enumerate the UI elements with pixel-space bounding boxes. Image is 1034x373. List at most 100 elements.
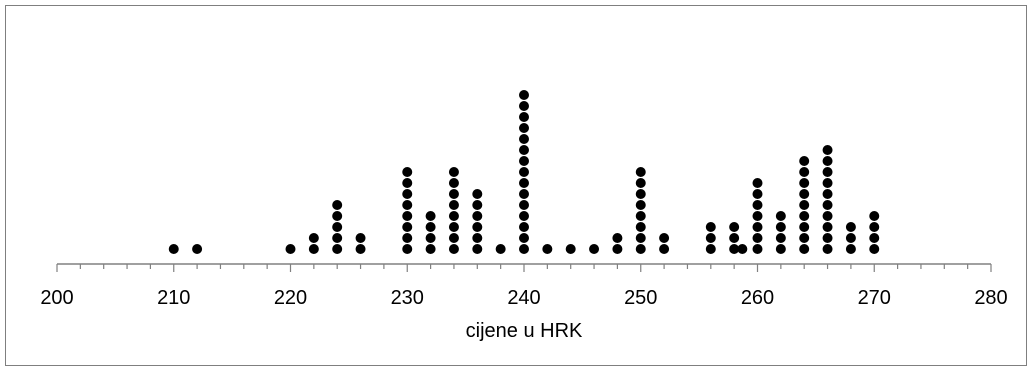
data-dot: [752, 178, 763, 188]
data-dot: [448, 222, 459, 232]
data-dot: [308, 244, 319, 254]
data-dot: [799, 200, 810, 210]
data-dot: [612, 244, 623, 254]
data-dot: [519, 189, 529, 199]
data-dot: [635, 244, 646, 254]
data-dot: [565, 244, 576, 254]
data-dot: [799, 222, 810, 232]
data-dot: [612, 233, 623, 243]
data-dot: [775, 233, 786, 243]
data-dot: [448, 189, 459, 199]
data-dot: [635, 211, 646, 221]
data-dot: [519, 145, 529, 155]
data-dot: [845, 244, 856, 254]
data-dot: [775, 222, 786, 232]
data-dot: [635, 178, 646, 188]
data-dot: [402, 200, 413, 210]
data-dot: [355, 244, 366, 254]
x-tick-label: 280: [974, 287, 1007, 309]
data-dot: [635, 233, 646, 243]
data-dot: [402, 211, 413, 221]
data-dot: [402, 244, 413, 254]
data-dot: [659, 244, 670, 254]
data-dot: [519, 222, 529, 232]
data-dot: [822, 200, 833, 210]
data-dot: [729, 244, 740, 254]
data-dot: [519, 90, 529, 100]
data-dot: [845, 233, 856, 243]
data-dot: [425, 233, 436, 243]
data-dot: [285, 244, 296, 254]
data-dot: [822, 156, 833, 166]
data-dot: [495, 244, 506, 254]
data-dot: [635, 200, 646, 210]
data-dot: [822, 244, 833, 254]
data-dot: [799, 178, 810, 188]
data-dot: [775, 244, 786, 254]
data-dot: [332, 222, 343, 232]
data-dot: [402, 178, 413, 188]
data-dot: [519, 178, 529, 188]
data-dot: [799, 167, 810, 177]
data-dot: [519, 101, 529, 111]
data-dot: [845, 222, 856, 232]
data-dot: [705, 244, 716, 254]
data-dot: [519, 211, 529, 221]
data-dot: [519, 123, 529, 133]
data-dot: [869, 244, 880, 254]
data-dot: [332, 233, 343, 243]
data-dot: [448, 244, 459, 254]
data-dot: [752, 211, 763, 221]
data-dot: [472, 233, 483, 243]
data-dot: [822, 145, 833, 155]
data-dots: [168, 90, 880, 254]
data-dot: [635, 167, 646, 177]
data-dot: [472, 200, 483, 210]
data-dot: [472, 189, 483, 199]
data-dot: [519, 233, 529, 243]
data-dot: [355, 233, 366, 243]
data-dot: [519, 112, 529, 122]
data-dot: [822, 189, 833, 199]
data-dot: [192, 244, 203, 254]
data-dot: [448, 167, 459, 177]
data-dot: [737, 244, 748, 254]
x-tick-labels: 200 210 220 230 240 250 260 270 280: [40, 287, 1007, 309]
data-dot: [799, 233, 810, 243]
data-dot: [799, 211, 810, 221]
data-dot: [519, 156, 529, 166]
data-dot: [425, 211, 436, 221]
x-tick-label: 270: [858, 287, 891, 309]
data-dot: [472, 211, 483, 221]
data-dot: [519, 244, 529, 254]
x-tick-label: 200: [40, 287, 73, 309]
data-dot: [519, 167, 529, 177]
data-dot: [472, 222, 483, 232]
data-dot: [519, 200, 529, 210]
x-tick-label: 210: [157, 287, 190, 309]
x-tick-label: 240: [507, 287, 540, 309]
data-dot: [448, 200, 459, 210]
data-dot: [869, 211, 880, 221]
data-dot: [869, 222, 880, 232]
data-dot: [822, 167, 833, 177]
data-dot: [635, 189, 646, 199]
data-dot: [332, 200, 343, 210]
data-dot: [332, 211, 343, 221]
data-dot: [448, 178, 459, 188]
data-dot: [729, 222, 740, 232]
data-dot: [799, 156, 810, 166]
data-dot: [448, 233, 459, 243]
data-dot: [402, 167, 413, 177]
data-dot: [822, 211, 833, 221]
x-tick-label: 230: [391, 287, 424, 309]
data-dot: [705, 233, 716, 243]
data-dot: [542, 244, 553, 254]
data-dot: [752, 189, 763, 199]
data-dot: [635, 222, 646, 232]
x-axis-title: cijene u HRK: [466, 320, 583, 342]
data-dot: [799, 189, 810, 199]
data-dot: [822, 178, 833, 188]
data-dot: [472, 244, 483, 254]
